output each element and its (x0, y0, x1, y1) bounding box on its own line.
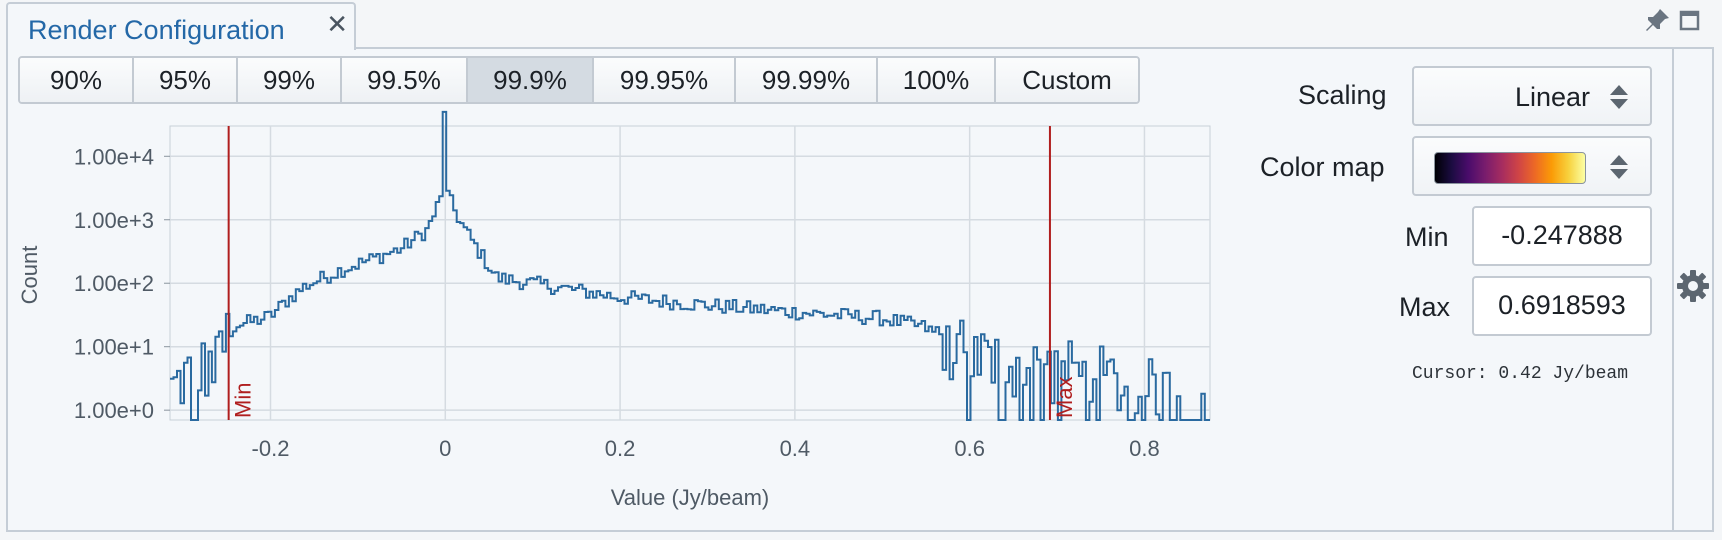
custom-button[interactable]: Custom (996, 58, 1138, 102)
percentile-95-button[interactable]: 95% (134, 58, 238, 102)
percentile-99-95-button[interactable]: 99.95% (594, 58, 736, 102)
x-tick-label: 0.6 (954, 436, 985, 461)
x-tick-label: 0 (439, 436, 451, 461)
tab-render-configuration[interactable]: Render Configuration ✕ (6, 2, 356, 50)
y-tick-label: 1.00e+3 (74, 208, 154, 233)
max-label: Max (1399, 292, 1451, 322)
min-input[interactable]: -0.247888 (1472, 206, 1652, 266)
marker-label-max: Max (1052, 376, 1077, 418)
chevron-updown-icon (1610, 85, 1628, 109)
colormap-label: Color map (1260, 152, 1385, 182)
y-tick-label: 1.00e+2 (74, 271, 154, 296)
marker-label-min: Min (231, 383, 256, 418)
panel-divider (1672, 47, 1674, 532)
max-input[interactable]: 0.6918593 (1472, 276, 1652, 336)
histogram-chart[interactable]: -0.2 0 0.2 0.4 0.6 0.8 1.00e+0 1.00e+1 1.00e+2 1.… (0, 0, 1260, 540)
scaling-select[interactable]: Linear (1412, 66, 1652, 126)
colormap-select[interactable] (1412, 136, 1652, 196)
y-tick-label: 1.00e+0 (74, 398, 154, 423)
colormap-swatch (1434, 152, 1586, 184)
y-tick-label: 1.00e+4 (74, 144, 154, 169)
x-axis-label: Value (Jy/beam) (611, 485, 770, 510)
x-tick-label: -0.2 (252, 436, 290, 461)
histogram-series (170, 110, 1210, 421)
plot-area (169, 125, 1211, 421)
pin-icon[interactable] (1644, 6, 1672, 41)
tab-title: Render Configuration (28, 15, 285, 45)
cursor-readout: Cursor: 0.42 Jy/beam (1412, 364, 1629, 384)
x-tick-label: 0.8 (1129, 436, 1160, 461)
close-icon[interactable]: ✕ (326, 9, 348, 39)
percentile-99-9-button[interactable]: 99.9% (468, 58, 594, 102)
chart-ticks: -0.2 0 0.2 0.4 0.6 0.8 1.00e+0 1.00e+1 1.00e+2 1.… (74, 144, 1160, 461)
gear-icon[interactable] (1675, 268, 1711, 312)
percentile-90-button[interactable]: 90% (20, 58, 134, 102)
x-tick-label: 0.4 (780, 436, 811, 461)
min-label: Min (1405, 222, 1449, 252)
y-tick-label: 1.00e+1 (74, 335, 154, 360)
scaling-label: Scaling (1298, 80, 1387, 110)
percentile-button-group: 90% 95% 99% 99.5% 99.9% 99.95% 99.99% 10… (18, 56, 1140, 104)
x-tick-label: 0.2 (605, 436, 636, 461)
percentile-100-button[interactable]: 100% (878, 58, 996, 102)
chart-grid (170, 126, 1210, 420)
scaling-value: Linear (1514, 82, 1590, 112)
range-markers: Min Max (227, 126, 1077, 420)
percentile-99-99-button[interactable]: 99.99% (736, 58, 878, 102)
maximize-icon[interactable] (1679, 10, 1701, 39)
percentile-99-5-button[interactable]: 99.5% (342, 58, 468, 102)
percentile-99-button[interactable]: 99% (238, 58, 342, 102)
chevron-updown-icon (1610, 155, 1628, 179)
y-axis-label: Count (17, 246, 42, 305)
